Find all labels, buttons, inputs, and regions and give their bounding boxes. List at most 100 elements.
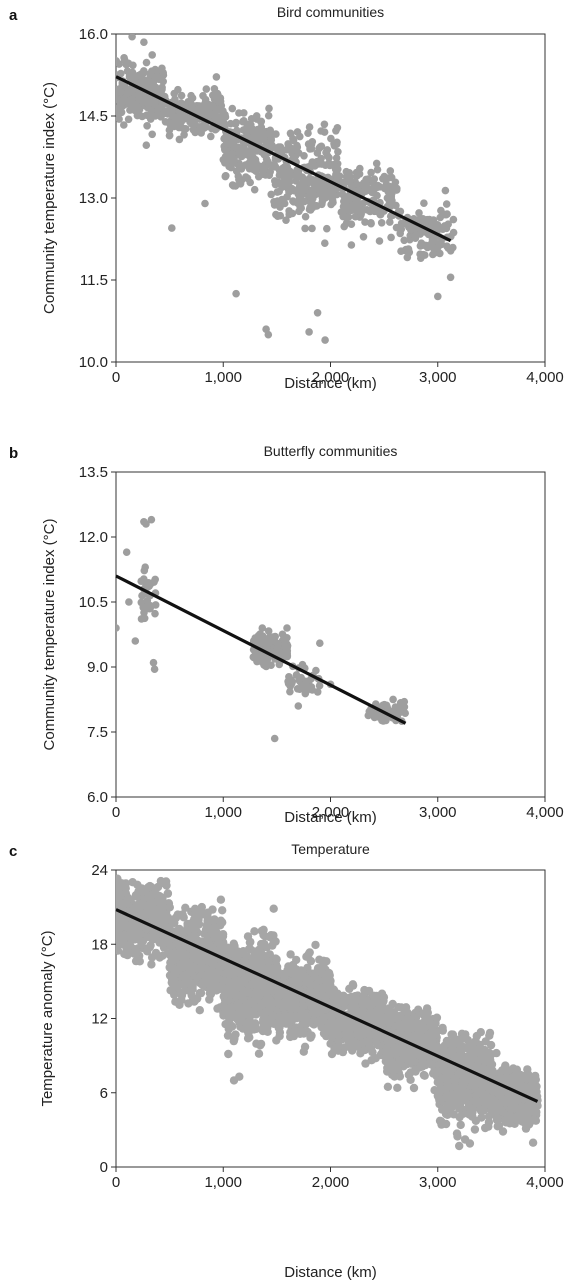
data-point: [302, 687, 310, 696]
x-tick-label: 2,000: [312, 804, 350, 821]
data-point: [223, 151, 232, 159]
data-point: [297, 204, 306, 212]
data-point: [252, 112, 261, 120]
data-point: [195, 988, 205, 998]
x-tick-label: 1,000: [204, 804, 242, 821]
data-point: [240, 957, 249, 966]
data-point: [140, 67, 148, 75]
data-point: [274, 1012, 284, 1022]
data-point: [271, 937, 280, 946]
data-point: [187, 119, 196, 128]
data-point: [329, 198, 337, 207]
data-point: [274, 199, 282, 207]
data-point: [189, 126, 198, 134]
data-point: [404, 1070, 413, 1080]
x-tick-label: 2,000: [312, 369, 350, 386]
data-point: [216, 895, 226, 904]
data-point: [298, 1002, 308, 1011]
data-point: [150, 665, 159, 673]
data-point: [167, 950, 177, 959]
x-tick-label: 3,000: [419, 369, 457, 386]
data-point: [298, 173, 307, 181]
data-point: [309, 1008, 318, 1018]
data-point: [393, 184, 401, 193]
data-point: [191, 949, 200, 958]
data-point: [265, 104, 273, 113]
data-point: [400, 697, 409, 706]
data-point: [226, 944, 235, 953]
y-tick-label: 10.5: [79, 594, 108, 611]
data-point: [220, 1003, 229, 1012]
data-point: [316, 639, 324, 647]
data-point: [254, 136, 263, 144]
data-point: [375, 237, 384, 245]
data-point: [351, 194, 359, 203]
data-point: [195, 1006, 204, 1015]
data-point: [177, 91, 186, 100]
data-point: [301, 212, 310, 221]
data-point: [152, 83, 160, 92]
data-point: [400, 236, 409, 245]
data-point: [165, 903, 174, 912]
data-point: [389, 1066, 398, 1075]
data-point: [260, 983, 269, 993]
data-point: [307, 1001, 317, 1011]
y-tick-label: 13.0: [79, 190, 108, 207]
data-point: [386, 167, 395, 175]
data-point: [320, 120, 329, 129]
data-point: [123, 950, 132, 960]
data-point: [242, 148, 250, 157]
data-point: [405, 1048, 415, 1058]
data-point: [202, 85, 211, 93]
data-point: [170, 89, 178, 98]
data-point: [308, 203, 317, 212]
data-point: [287, 962, 296, 971]
data-point: [116, 913, 122, 922]
data-point: [273, 970, 282, 979]
data-point: [409, 1083, 419, 1093]
data-point: [315, 681, 324, 690]
data-point: [293, 143, 302, 152]
data-point: [311, 940, 320, 950]
data-point: [148, 130, 156, 139]
data-point: [332, 170, 340, 179]
data-point: [250, 927, 259, 936]
data-point: [411, 1067, 420, 1076]
data-point: [380, 174, 389, 183]
data-point: [294, 184, 303, 193]
data-point: [171, 95, 179, 104]
data-point: [221, 172, 230, 181]
data-point: [120, 95, 128, 103]
data-point: [275, 1032, 284, 1041]
x-axis-label: Distance (km): [284, 375, 377, 392]
data-point: [116, 624, 120, 632]
data-point: [415, 209, 423, 217]
data-point: [119, 939, 128, 949]
chart-title: Bird communities: [277, 4, 384, 20]
data-point: [320, 1014, 329, 1023]
data-point: [142, 141, 151, 149]
data-point: [143, 947, 152, 956]
data-point: [147, 953, 157, 962]
data-point: [201, 105, 210, 113]
data-point: [295, 1029, 305, 1039]
data-point: [198, 122, 207, 130]
data-point: [269, 904, 278, 913]
data-point: [257, 926, 266, 936]
data-point: [278, 649, 286, 657]
data-point: [140, 38, 148, 46]
data-point: [260, 1021, 269, 1030]
data-point: [235, 109, 243, 117]
x-tick-label: 4,000: [526, 804, 564, 821]
data-point: [199, 909, 209, 919]
y-tick-label: 12.0: [79, 529, 108, 546]
data-point: [147, 106, 156, 114]
data-point: [256, 1039, 266, 1049]
data-point: [306, 145, 314, 153]
data-point: [182, 961, 191, 971]
data-point: [361, 1059, 370, 1068]
data-point: [326, 192, 335, 201]
data-point: [417, 228, 426, 236]
